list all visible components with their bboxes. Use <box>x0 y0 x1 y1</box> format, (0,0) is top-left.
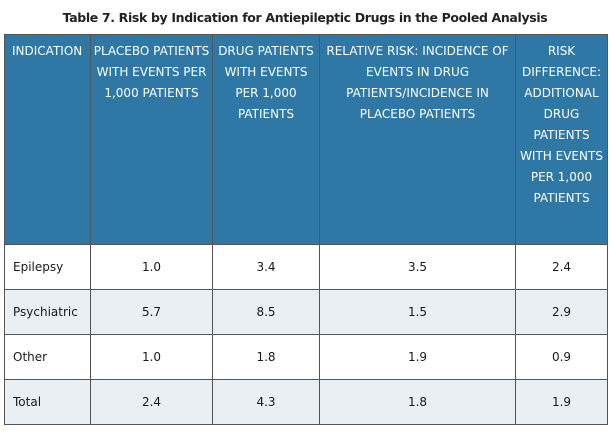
cell-relative-risk: 1.8 <box>319 379 516 425</box>
cell-risk-difference: 2.4 <box>515 244 608 290</box>
table-header: INDICATION PLACEBO PATIENTS WITH EVENTS … <box>4 34 608 245</box>
header-placebo-patients: PLACEBO PATIENTS WITH EVENTS PER 1,000 P… <box>90 34 213 245</box>
cell-drug: 4.3 <box>212 379 320 425</box>
cell-indication: Total <box>4 379 91 425</box>
cell-drug: 3.4 <box>212 244 320 290</box>
cell-indication: Psychiatric <box>4 289 91 335</box>
cell-indication: Other <box>4 334 91 380</box>
cell-relative-risk: 1.5 <box>319 289 516 335</box>
table-row: Psychiatric 5.7 8.5 1.5 2.9 <box>4 289 608 335</box>
header-indication: INDICATION <box>4 34 91 245</box>
header-drug-patients: DRUG PATIENTS WITH EVENTS PER 1,000 PATI… <box>212 34 320 245</box>
cell-indication: Epilepsy <box>4 244 91 290</box>
header-row: INDICATION PLACEBO PATIENTS WITH EVENTS … <box>4 34 608 245</box>
cell-risk-difference: 0.9 <box>515 334 608 380</box>
table-row: Total 2.4 4.3 1.8 1.9 <box>4 379 608 425</box>
cell-risk-difference: 1.9 <box>515 379 608 425</box>
table-body: Epilepsy 1.0 3.4 3.5 2.4 Psychiatric 5.7… <box>4 244 608 425</box>
cell-relative-risk: 3.5 <box>319 244 516 290</box>
table-caption: Table 7. Risk by Indication for Antiepil… <box>62 10 548 25</box>
cell-drug: 1.8 <box>212 334 320 380</box>
cell-placebo: 5.7 <box>90 289 213 335</box>
risk-table: INDICATION PLACEBO PATIENTS WITH EVENTS … <box>4 34 608 425</box>
header-risk-difference: RISK DIFFERENCE: ADDITIONAL DRUG PATIENT… <box>515 34 608 245</box>
table-row: Other 1.0 1.8 1.9 0.9 <box>4 334 608 380</box>
cell-relative-risk: 1.9 <box>319 334 516 380</box>
cell-placebo: 2.4 <box>90 379 213 425</box>
cell-risk-difference: 2.9 <box>515 289 608 335</box>
cell-drug: 8.5 <box>212 289 320 335</box>
header-relative-risk: RELATIVE RISK: INCIDENCE OF EVENTS IN DR… <box>319 34 516 245</box>
cell-placebo: 1.0 <box>90 244 213 290</box>
table-row: Epilepsy 1.0 3.4 3.5 2.4 <box>4 244 608 290</box>
cell-placebo: 1.0 <box>90 334 213 380</box>
